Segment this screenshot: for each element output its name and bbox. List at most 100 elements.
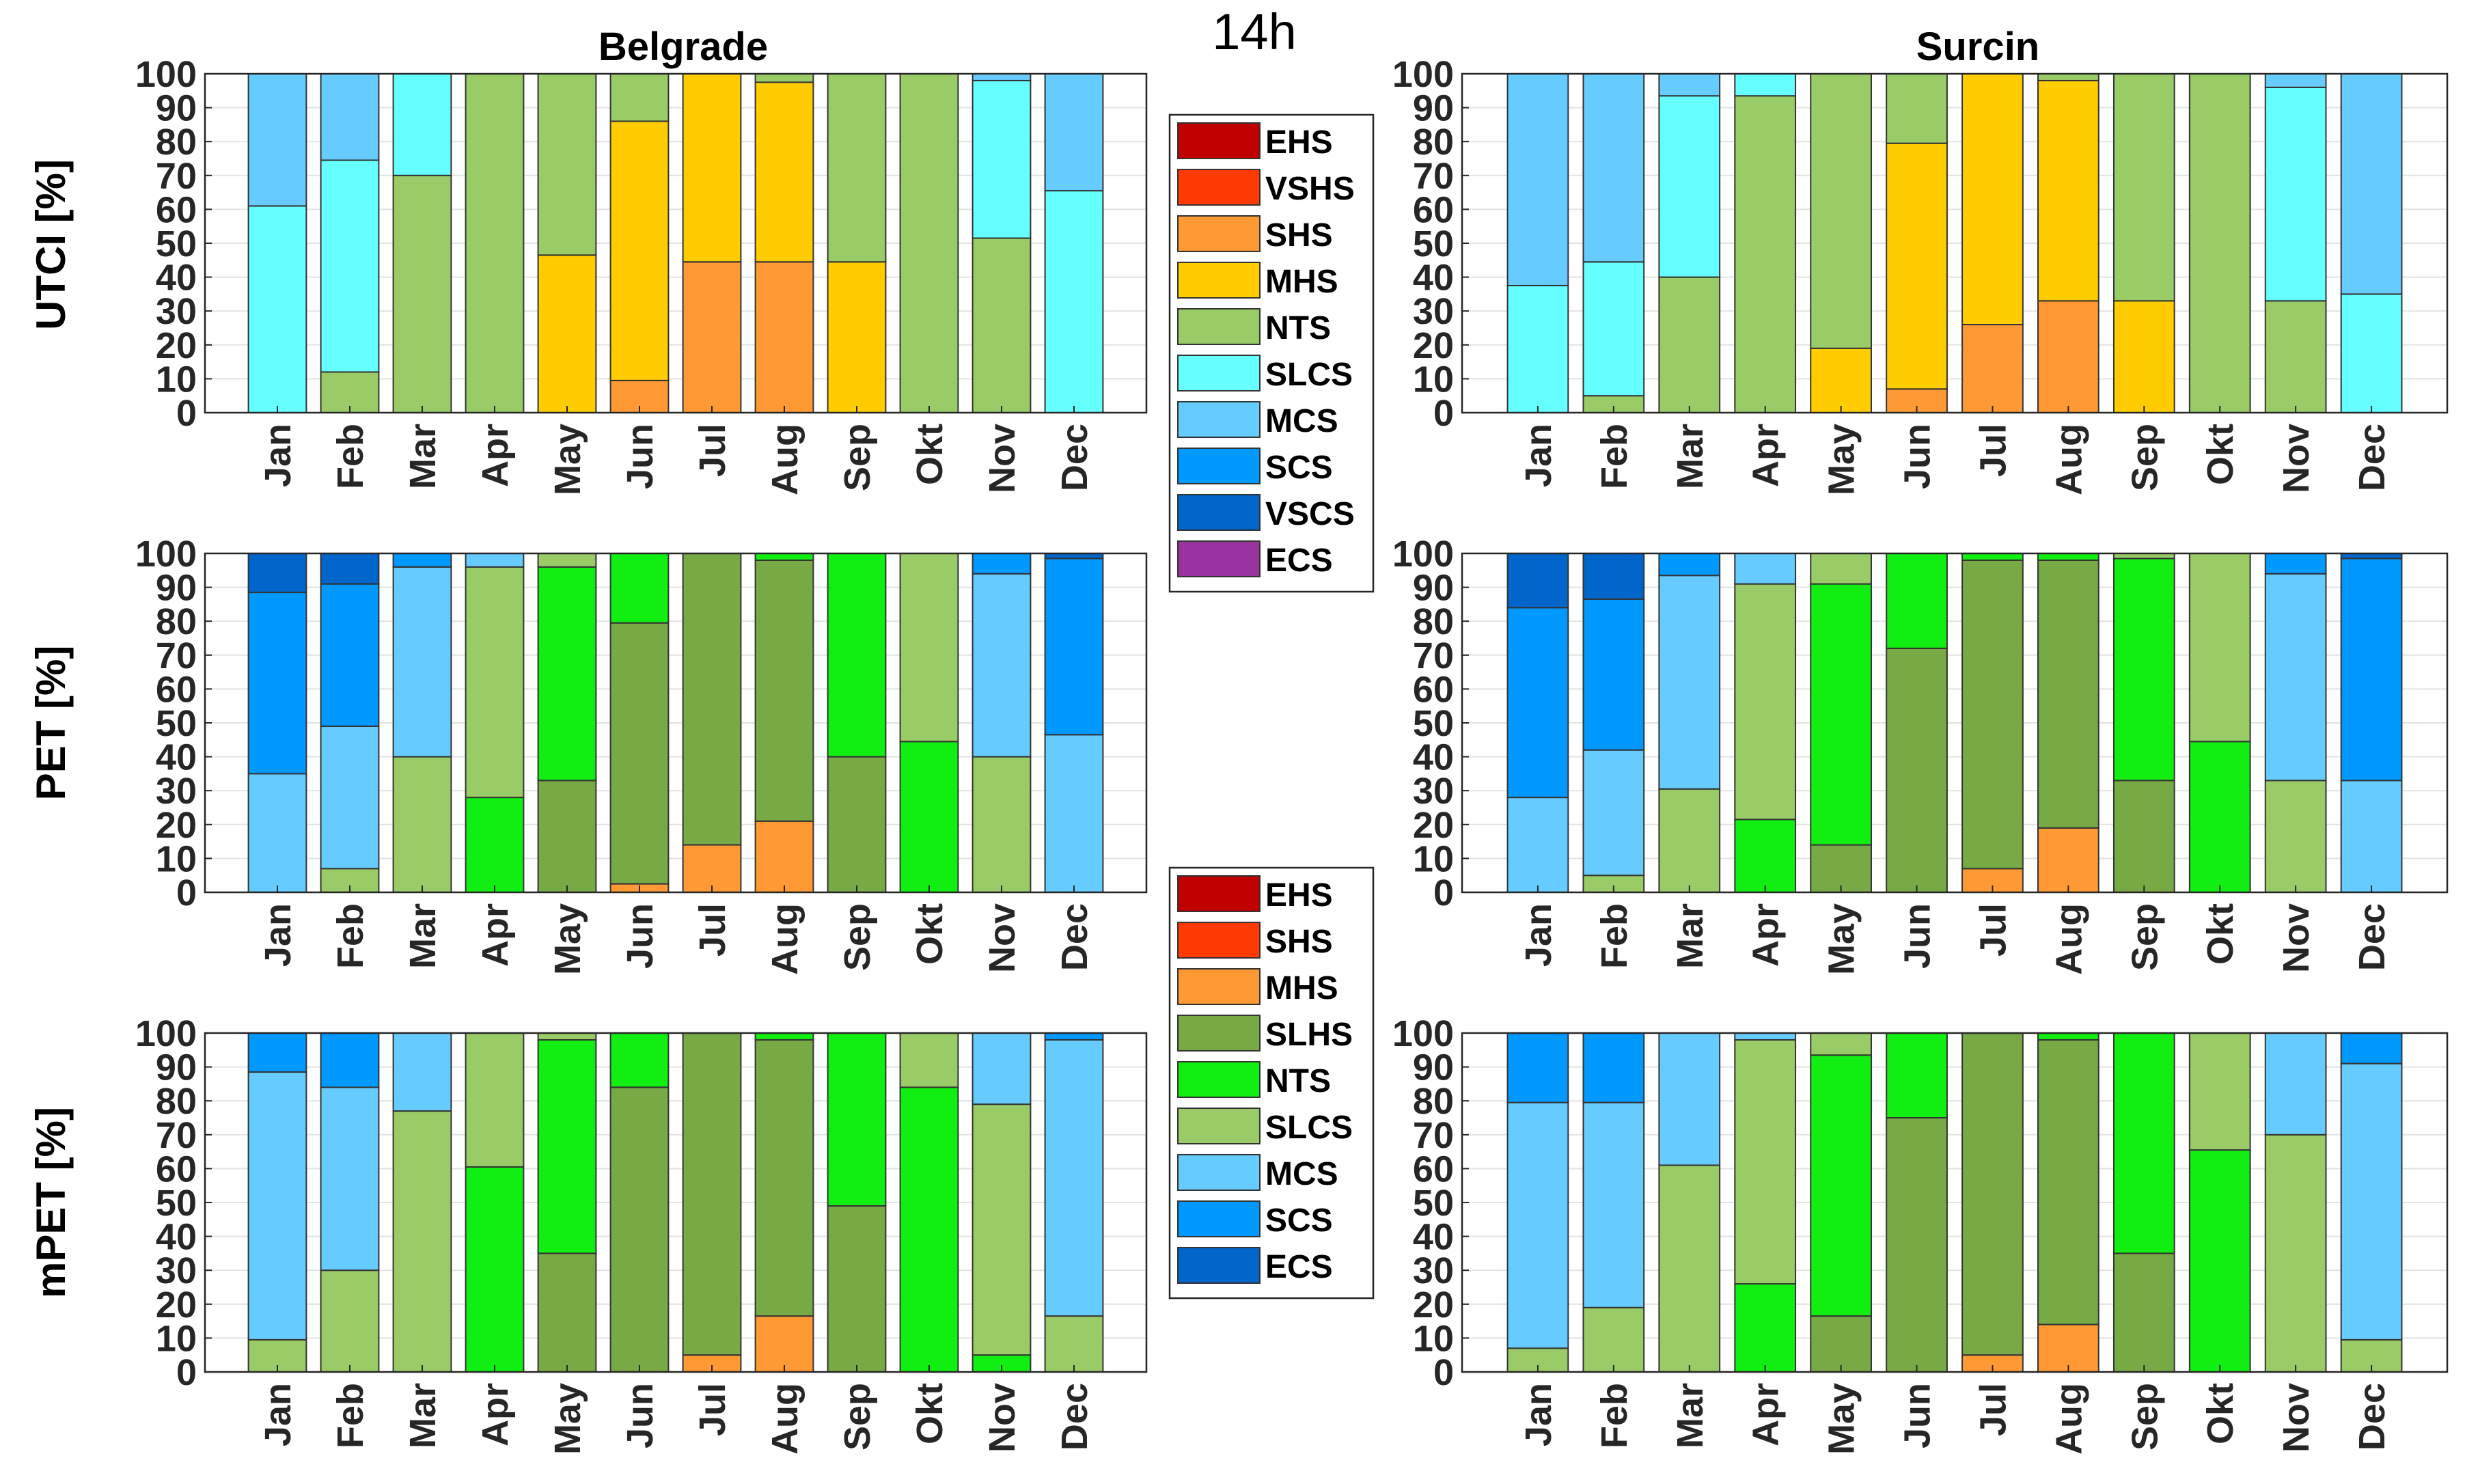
y-tick-label: 10 (1413, 1318, 1454, 1359)
bar-segment-nts-okt (2188, 1149, 2251, 1373)
legend-swatch-slhs (1177, 1015, 1261, 1052)
x-tick-label: Aug (2048, 424, 2089, 495)
x-tick-label: Feb (330, 1383, 371, 1448)
bar-segment-slcs-feb (1582, 1306, 1645, 1373)
y-tick-label: 50 (1413, 223, 1454, 264)
bar-segment-mhs-sep (827, 261, 887, 413)
bar-segment-nts-jun (1886, 1032, 1948, 1118)
y-tick-label: 90 (156, 1047, 197, 1088)
x-tick-label: Feb (330, 424, 371, 489)
bar-segment-slcs-nov (2264, 780, 2327, 893)
bar-segment-nts-jul (1961, 553, 2024, 561)
y-tick-label: 60 (1413, 189, 1454, 230)
bar-segment-mcs-mar (392, 1032, 452, 1112)
bar-segment-slhs-sep (827, 1205, 887, 1373)
bar-segment-nts-may (1810, 73, 1872, 349)
bar-segment-mcs-feb (320, 725, 380, 870)
bar-segment-mcs-jan (247, 773, 307, 894)
bar-segment-slcs-dec (1044, 1315, 1104, 1373)
bar-segment-mcs-nov (972, 573, 1032, 758)
legend-swatch-ehs (1177, 122, 1261, 159)
x-tick-label: Feb (1594, 1383, 1635, 1448)
bar-segment-slhs-may (537, 1252, 597, 1373)
y-tick-label: 80 (156, 122, 197, 163)
y-tick-label: 80 (1413, 1081, 1454, 1122)
x-tick-label: Jun (620, 424, 661, 489)
row-label-utci: UTCI [%] (28, 159, 74, 330)
y-tick-label: 50 (1413, 703, 1454, 744)
bar-segment-nts-nov (2264, 300, 2327, 413)
legends: EHS VSHS SHS MHS NTS SLCS MCS SCS VSCS ECS EHS SHS M… (1168, 113, 1375, 1300)
legend-swatch-scs (1177, 448, 1261, 484)
bar-segment-scs-nov (2264, 553, 2327, 575)
bar-segment-nts-okt (2188, 741, 2251, 894)
bar-segment-scs-mar (1658, 553, 1721, 577)
x-tick-label: Nov (2276, 903, 2317, 973)
x-tick-label: Sep (2124, 1383, 2165, 1451)
y-tick-label: 30 (156, 1250, 197, 1291)
y-tick-label: 20 (156, 805, 197, 846)
y-tick-label: 20 (156, 1284, 197, 1325)
legend-label-mcs: MCS (1265, 403, 1338, 439)
legend-label-shs: SHS (1265, 924, 1333, 960)
y-tick-label: 40 (156, 258, 197, 299)
x-tick-label: Nov (2276, 424, 2317, 493)
y-tick-label: 60 (156, 189, 197, 230)
x-tick-label: Okt (2200, 1383, 2241, 1444)
bar-segment-scs-mar (392, 553, 452, 568)
x-tick-label: Jun (1897, 903, 1938, 969)
bar-segment-slcs-apr (465, 566, 525, 799)
y-tick-label: 0 (176, 872, 197, 913)
bar-segment-slcs-mar (392, 1110, 452, 1373)
row-label-pet: PET [%] (28, 646, 74, 801)
y-tick-label: 40 (1413, 258, 1454, 299)
y-tick-label: 100 (1392, 54, 1454, 95)
bar-segment-slcs-may (537, 1032, 597, 1041)
legend-label-slcs: SLCS (1265, 1110, 1353, 1146)
bar-segment-nts-nov (972, 237, 1032, 413)
y-tick-label: 40 (156, 737, 197, 778)
bar-segment-mcs-dec (1044, 73, 1104, 192)
x-tick-label: Feb (330, 903, 371, 969)
pet-legend: EHS SHS MHS SLHS NTS SLCS MCS SCS ECS (1168, 866, 1375, 1300)
x-tick-label: May (1821, 424, 1862, 495)
bar-segment-slhs-may (1810, 1315, 1872, 1373)
x-tick-label: Apr (475, 424, 516, 487)
y-tick-label: 20 (1413, 325, 1454, 366)
bar-segment-slcs-may (1810, 1032, 1872, 1056)
bar-segment-slcs-okt (899, 1032, 959, 1088)
legend-label-mhs: MHS (1265, 970, 1338, 1006)
bar-segment-nts-sep (2112, 558, 2175, 782)
bar-segment-slhs-aug (2037, 1039, 2099, 1325)
bar-segment-slcs-mar (392, 73, 452, 176)
bar-segment-mcs-nov (2264, 573, 2327, 782)
bar-segment-nts-sep (2112, 1032, 2175, 1254)
y-tick-label: 80 (156, 601, 197, 642)
x-tick-label: Okt (2200, 903, 2241, 965)
bar-segment-mcs-jan (1506, 1101, 1569, 1349)
bar-segment-nts-jun (1886, 553, 1948, 649)
y-tick-label: 70 (156, 156, 197, 197)
bar-segment-nts-apr (1734, 95, 1797, 414)
bar-segment-nts-okt (899, 1086, 959, 1373)
bar-segment-nts-sep (827, 553, 887, 758)
legend-label-ehs: EHS (1265, 124, 1333, 161)
x-tick-label: Jun (1897, 424, 1938, 489)
bar-segment-shs-aug (754, 261, 814, 413)
x-tick-label: Aug (765, 903, 805, 975)
bar-segment-slcs-apr (1734, 73, 1797, 97)
y-tick-label: 70 (1413, 1115, 1454, 1156)
bar-segment-shs-jul (1961, 324, 2024, 414)
legend-label-vscs: VSCS (1265, 496, 1355, 532)
bar-segment-slcs-okt (2188, 553, 2251, 743)
x-tick-label: Sep (837, 424, 878, 491)
y-tick-label: 10 (156, 1318, 197, 1359)
y-tick-label: 60 (156, 669, 197, 710)
legend-swatch-slcs (1177, 355, 1261, 391)
bar-segment-slhs-aug (754, 1039, 814, 1317)
x-tick-label: May (547, 424, 588, 495)
bar-segment-slhs-may (537, 780, 597, 893)
x-tick-label: Mar (1670, 424, 1711, 489)
bar-segment-slcs-nov (972, 756, 1032, 893)
legend-label-scs: SCS (1265, 450, 1333, 486)
